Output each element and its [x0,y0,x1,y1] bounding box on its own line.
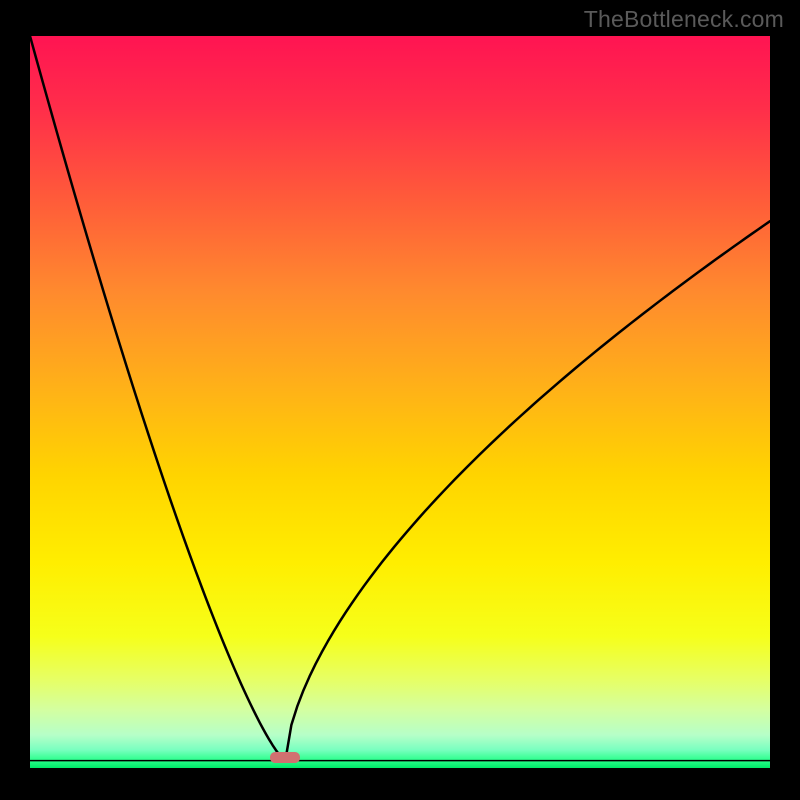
v-curve [30,36,770,761]
plot-area [30,36,770,768]
curve-layer [30,36,770,768]
min-marker [270,752,300,763]
watermark-text: TheBottleneck.com [584,6,784,33]
